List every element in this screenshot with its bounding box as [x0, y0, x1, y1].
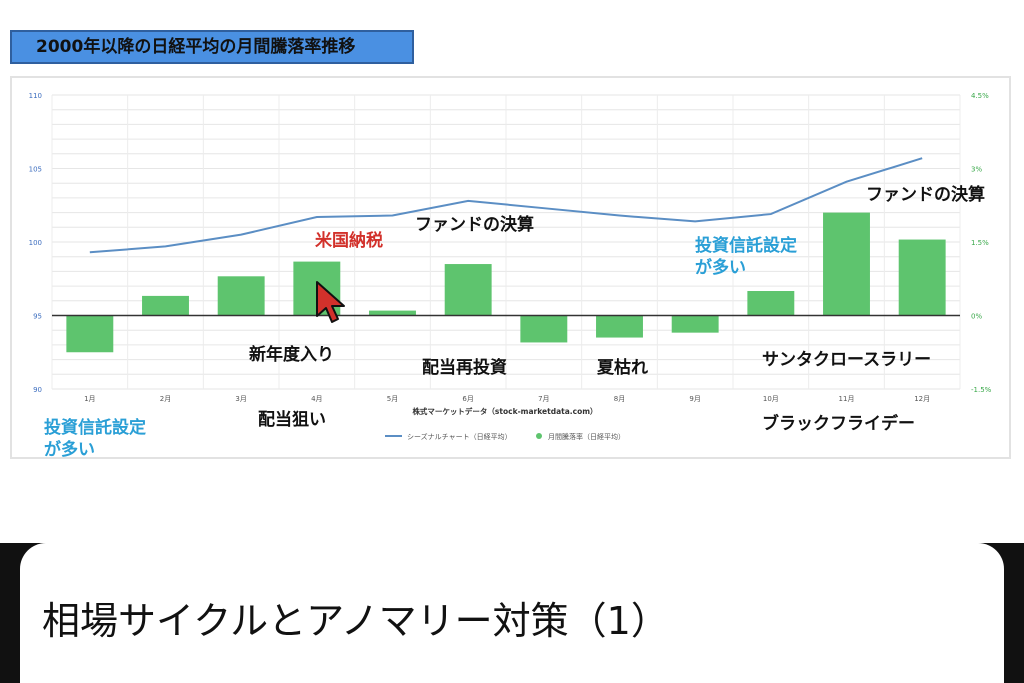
annot-us-tax: 米国納税 — [315, 231, 383, 251]
bar-11 — [823, 212, 870, 316]
annot-new-fiscal-year: 新年度入り — [249, 345, 334, 365]
annot-fund-settlement-june: ファンドの決算 — [415, 215, 534, 235]
bottom-card — [20, 543, 1004, 683]
chart-canvas: 90 95 100 105 110 -1.5% 0% 1.5% 3% 4.5% 1月 2月 3月 4月 5月… — [29, 92, 992, 441]
bar-1 — [66, 315, 114, 353]
x-tick-label: 9月 — [689, 395, 700, 403]
bar-9 — [671, 315, 719, 333]
annot-investment-trust-nov: 投資信託設定 が多い — [695, 235, 797, 279]
bar-8 — [596, 315, 643, 338]
legend-bar-label: 月間騰落率（日経平均） — [548, 432, 625, 441]
left-tick-label: 105 — [29, 166, 42, 174]
section-title: 相場サイクルとアノマリー対策（1） — [42, 599, 669, 643]
bar-12 — [898, 239, 946, 316]
annot-investment-trust-jan: 投資信託設定 が多い — [44, 417, 146, 461]
legend-bar-swatch — [536, 433, 542, 439]
x-tick-label: 4月 — [311, 395, 322, 403]
right-tick-label: -1.5% — [971, 386, 992, 394]
bar-3 — [217, 276, 265, 316]
annot-line: が多い — [44, 440, 95, 460]
bar-2 — [142, 295, 189, 316]
left-tick-label: 95 — [33, 313, 42, 321]
x-tick-label: 7月 — [538, 395, 549, 403]
left-tick-label: 110 — [29, 92, 42, 100]
chart-title: 2000年以降の日経平均の月間騰落率推移 — [10, 30, 414, 64]
annot-dividend-reinvest: 配当再投資 — [422, 358, 507, 378]
right-tick-label: 3% — [971, 166, 982, 174]
annot-dividend-target: 配当狙い — [258, 410, 326, 430]
x-tick-label: 2月 — [160, 395, 171, 403]
x-tick-label: 12月 — [914, 395, 930, 403]
bar-6 — [444, 264, 492, 316]
x-tick-label: 6月 — [462, 395, 473, 403]
x-tick-label: 3月 — [235, 395, 246, 403]
x-tick-label: 10月 — [763, 395, 779, 403]
annot-fund-settlement-dec: ファンドの決算 — [866, 185, 985, 205]
right-tick-label: 4.5% — [971, 92, 989, 100]
left-tick-label: 100 — [29, 239, 42, 247]
x-tick-label: 8月 — [614, 395, 625, 403]
right-tick-label: 0% — [971, 313, 982, 321]
annot-line: 投資信託設定 — [44, 418, 146, 438]
annot-black-friday: ブラックフライデー — [762, 414, 915, 434]
x-tick-label: 1月 — [84, 395, 95, 403]
seasonal-line — [89, 157, 923, 254]
source-label: 株式マーケットデータ（stock-marketdata.com） — [412, 406, 597, 416]
annot-summer-lull: 夏枯れ — [597, 358, 648, 378]
bar-7 — [520, 315, 568, 343]
legend-line-label: シーズナルチャート（日経平均） — [407, 432, 512, 441]
annot-line: が多い — [695, 258, 746, 278]
annot-line: 投資信託設定 — [695, 236, 797, 256]
annot-santa-rally: サンタクロースラリー — [762, 350, 932, 370]
mouse-cursor-icon — [316, 281, 345, 323]
bar-10 — [747, 291, 795, 316]
bar-5 — [369, 310, 416, 316]
x-tick-label: 5月 — [387, 395, 398, 403]
x-tick-label: 11月 — [839, 395, 855, 403]
right-tick-label: 1.5% — [971, 239, 989, 247]
left-tick-label: 90 — [33, 386, 42, 394]
bottom-panel — [0, 543, 1024, 683]
